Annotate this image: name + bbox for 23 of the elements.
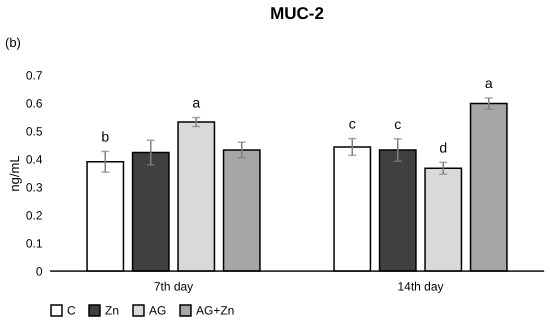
legend-label: AG (149, 304, 166, 318)
data-label: d (439, 139, 448, 156)
y-axis-title: ng/mL (6, 155, 22, 192)
y-tick-label: 0.3 (26, 180, 43, 194)
data-label: b (101, 128, 110, 144)
legend-label: C (67, 304, 76, 318)
y-tick-label: 0.2 (26, 208, 43, 222)
data-label: a (192, 94, 200, 111)
x-tick-label: 14th day (397, 280, 444, 294)
y-tick-label: 0.4 (26, 152, 43, 166)
legend-label: Zn (105, 304, 120, 318)
y-tick-label: 0 (36, 264, 43, 278)
y-tick-label: 0.6 (26, 96, 43, 110)
legend-label: AG+Zn (196, 304, 234, 318)
data-label: c (394, 116, 402, 132)
data-label: c (348, 116, 356, 132)
y-tick-label: 0.1 (26, 236, 43, 250)
y-tick-label: 0.7 (26, 68, 43, 82)
text: (b) (5, 35, 21, 50)
data-label: a (484, 74, 493, 91)
chart-title: MUC-2 (270, 4, 324, 23)
x-tick-label: 7th day (154, 280, 194, 294)
y-tick-label: 0.5 (26, 124, 43, 138)
